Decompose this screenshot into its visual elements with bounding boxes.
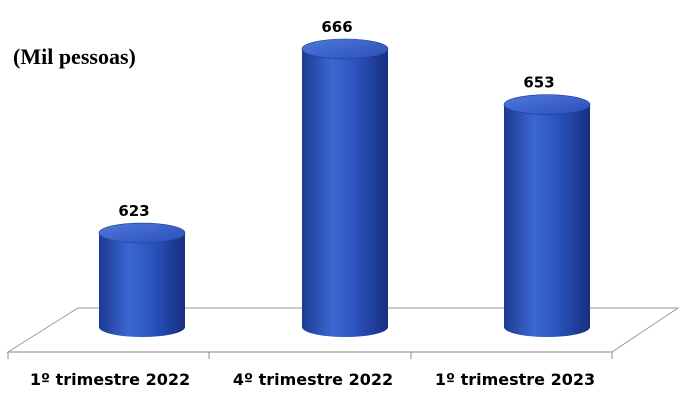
bar-top (301, 38, 389, 60)
unit-label: (Mil pessoas) (13, 44, 136, 69)
value-label: 666 (321, 18, 352, 36)
bar (503, 94, 591, 337)
category-label: 1º trimestre 2022 (30, 370, 190, 389)
bar-body (302, 49, 388, 337)
bar-body (99, 233, 185, 337)
value-label: 623 (118, 202, 149, 220)
value-label: 653 (523, 74, 554, 92)
bar-body (504, 104, 590, 337)
category-label: 4º trimestre 2022 (233, 370, 393, 389)
bar-top (503, 94, 591, 115)
bar (301, 38, 389, 337)
category-label: 1º trimestre 2023 (435, 370, 595, 389)
bar-top (98, 222, 186, 244)
bar (98, 222, 186, 337)
